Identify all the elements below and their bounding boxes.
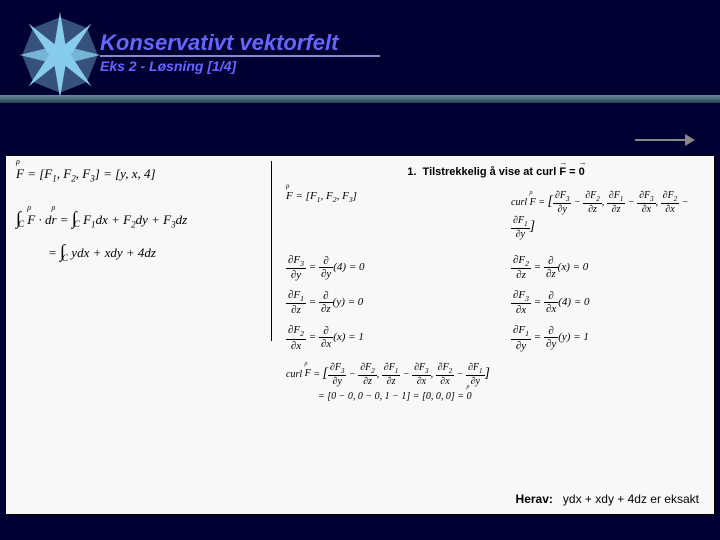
page-title: Konservativt vektorfelt bbox=[100, 30, 338, 56]
page-subtitle: Eks 2 - Løsning [1/4] bbox=[100, 58, 236, 74]
next-arrow-icon bbox=[635, 130, 695, 150]
partial-5: ∂F2∂x = ∂∂x(x) = 1 bbox=[286, 324, 481, 351]
formula-F: ρF = [F1, F2, F3] = [y, x, 4] bbox=[16, 166, 266, 184]
right-column: 1. Tilstrekkelig å vise at curl F→ = 0→ … bbox=[286, 166, 706, 402]
partials-row-1: ∂F3∂y = ∂∂y(4) = 0 ∂F2∂z = ∂∂z(x) = 0 bbox=[286, 254, 706, 281]
header-divider bbox=[0, 95, 720, 103]
partials-row-2: ∂F1∂z = ∂∂z(y) = 0 ∂F3∂x = ∂∂x(4) = 0 bbox=[286, 289, 706, 316]
footer-label: Herav: bbox=[516, 492, 553, 506]
content-box: ρF = [F1, F2, F3] = [y, x, 4] ∫C ρF · dρ… bbox=[5, 155, 715, 515]
footer: Herav: ydx + xdy + 4dz er eksakt bbox=[516, 492, 699, 506]
def-F: ρF = [F1, F2, F3] bbox=[286, 190, 481, 240]
column-divider bbox=[271, 161, 272, 341]
def-curl: curl ρF = [∂F3∂y − ∂F2∂z, ∂F1∂z − ∂F3∂x,… bbox=[511, 190, 706, 240]
partial-6: ∂F1∂y = ∂∂y(y) = 1 bbox=[511, 324, 706, 351]
partials-row-3: ∂F2∂x = ∂∂x(x) = 1 ∂F1∂y = ∂∂y(y) = 1 bbox=[286, 324, 706, 351]
curl-evaluated: = [0 − 0, 0 − 0, 1 − 1] = [0, 0, 0] = ρ0 bbox=[286, 391, 706, 402]
formula-integral-expanded: = ∫C ydx + xdy + 4dz bbox=[16, 241, 266, 263]
header-area: Konservativt vektorfelt Eks 2 - Løsning … bbox=[0, 0, 720, 110]
left-column: ρF = [F1, F2, F3] = [y, x, 4] ∫C ρF · dρ… bbox=[16, 166, 266, 267]
footer-text: ydx + xdy + 4dz er eksakt bbox=[563, 492, 699, 506]
star-icon bbox=[15, 10, 105, 100]
partial-4: ∂F3∂x = ∂∂x(4) = 0 bbox=[511, 289, 706, 316]
formula-integral: ∫C ρF · dρr = ∫C F1dx + F2dy + F3dz bbox=[16, 208, 266, 230]
math-area: ρF = [F1, F2, F3] curl ρF = [∂F3∂y − ∂F2… bbox=[286, 190, 706, 402]
partial-3: ∂F1∂z = ∂∂z(y) = 0 bbox=[286, 289, 481, 316]
title-underline bbox=[100, 55, 380, 57]
partial-1: ∂F3∂y = ∂∂y(4) = 0 bbox=[286, 254, 481, 281]
partial-2: ∂F2∂z = ∂∂z(x) = 0 bbox=[511, 254, 706, 281]
curl-expanded: curl ρF = [∂F3∂y − ∂F2∂z, ∂F1∂z − ∂F3∂x,… bbox=[286, 362, 706, 387]
curl-result: curl ρF = [∂F3∂y − ∂F2∂z, ∂F1∂z − ∂F3∂x,… bbox=[286, 362, 706, 402]
definitions-row: ρF = [F1, F2, F3] curl ρF = [∂F3∂y − ∂F2… bbox=[286, 190, 706, 240]
step-title: 1. Tilstrekkelig å vise at curl F→ = 0→ bbox=[286, 166, 706, 178]
